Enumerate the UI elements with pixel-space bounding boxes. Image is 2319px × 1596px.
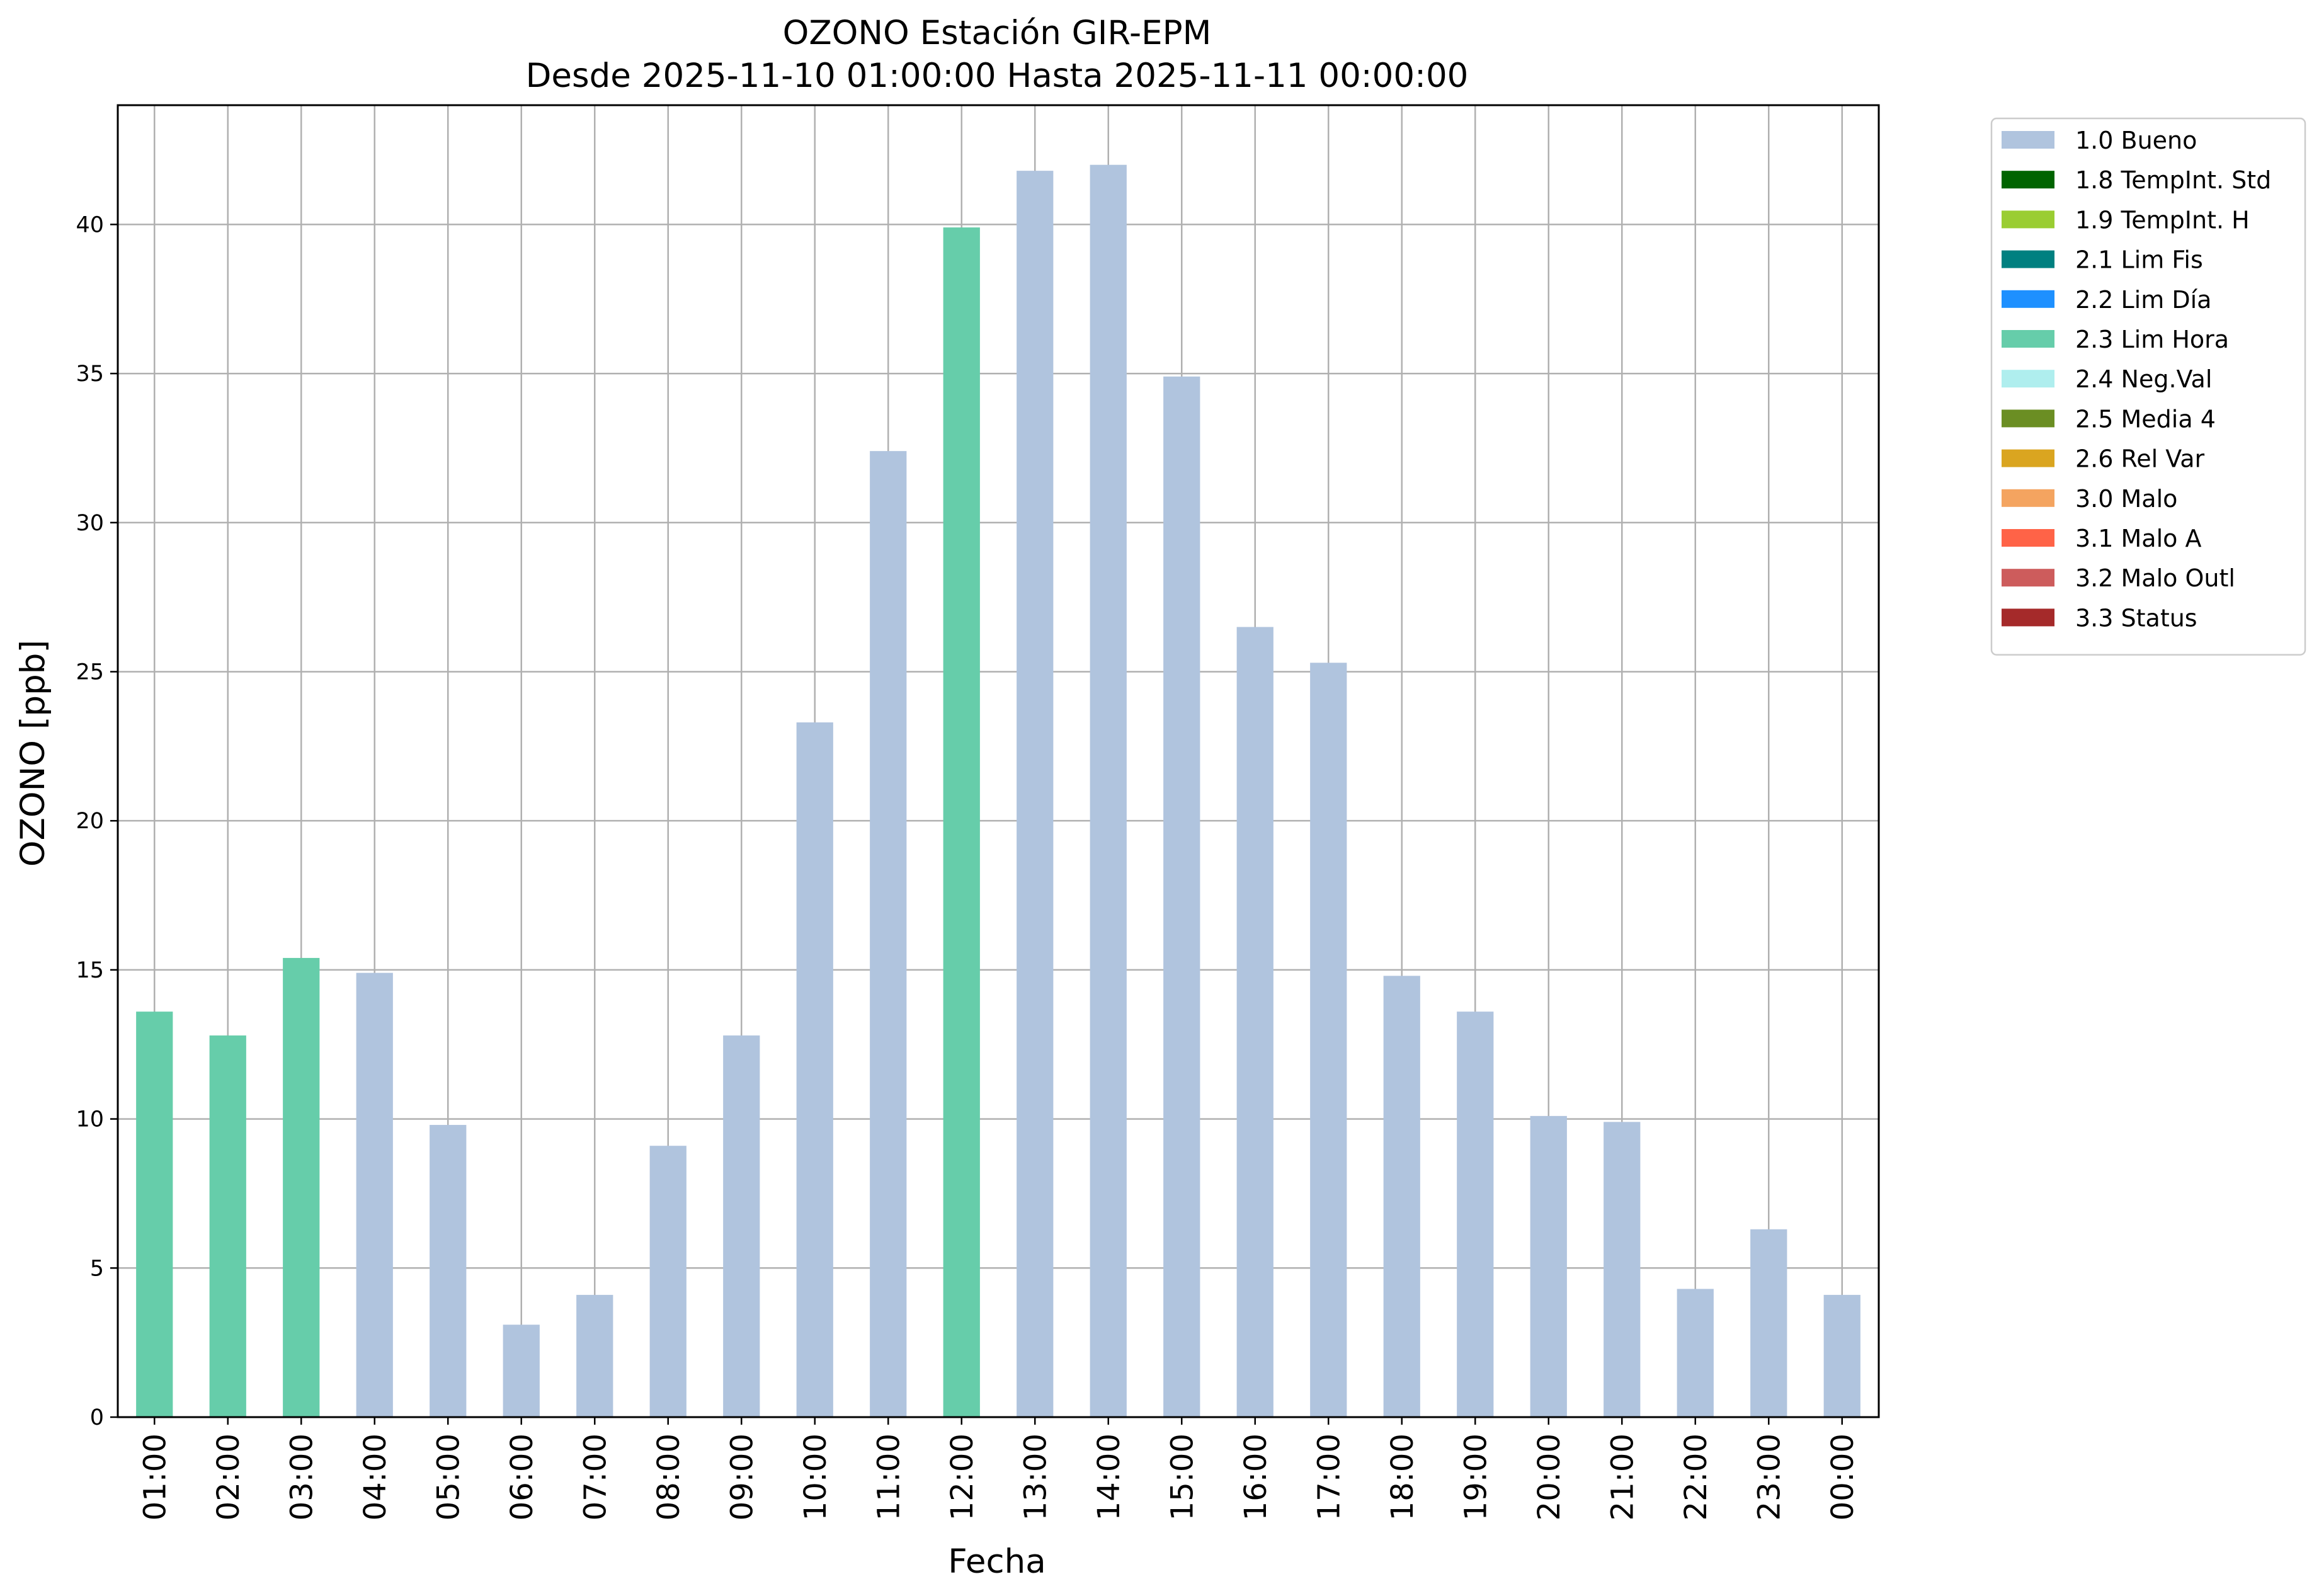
legend-label: 3.1 Malo A [2075, 525, 2201, 552]
bar-2200 [1677, 1289, 1714, 1417]
x-tick-label: 04:00 [358, 1434, 393, 1520]
bar-0800 [649, 1146, 687, 1417]
bar-1000 [796, 722, 833, 1417]
legend-label: 2.6 Rel Var [2075, 445, 2205, 473]
legend-label: 1.8 TempInt. Std [2075, 166, 2271, 194]
bar-1300 [1017, 171, 1054, 1417]
x-tick-label: 05:00 [431, 1434, 466, 1520]
y-tick-label: 40 [76, 212, 104, 237]
legend-label: 2.5 Media 4 [2075, 405, 2216, 433]
legend-swatch [2002, 131, 2054, 149]
bar-0300 [283, 957, 320, 1417]
plot-frame [117, 104, 1880, 1418]
legend-label: 2.3 Lim Hora [2075, 326, 2229, 353]
legend-swatch [2002, 370, 2054, 388]
legend-swatch [2002, 250, 2054, 268]
x-tick-label: 00:00 [1825, 1434, 1860, 1520]
y-tick-label: 5 [90, 1256, 104, 1281]
bar-0500 [430, 1125, 467, 1417]
x-tick-label: 22:00 [1678, 1434, 1714, 1520]
x-tick-label: 12:00 [945, 1434, 980, 1520]
y-tick-label: 10 [76, 1107, 104, 1132]
y-tick-label: 20 [76, 809, 104, 834]
x-tick-label: 08:00 [651, 1434, 687, 1520]
x-tick-label: 21:00 [1605, 1434, 1640, 1520]
x-tick-label: 16:00 [1238, 1434, 1273, 1520]
legend-swatch [2002, 171, 2054, 189]
x-tick-label: 14:00 [1091, 1434, 1127, 1520]
legend-box [1990, 117, 2306, 656]
bar-1700 [1310, 663, 1347, 1417]
legend-swatch [2002, 449, 2054, 467]
bar-1800 [1383, 976, 1420, 1417]
legend-label: 2.4 Neg.Val [2075, 365, 2212, 393]
legend-label: 1.0 Bueno [2075, 127, 2197, 154]
x-tick-label: 11:00 [871, 1434, 906, 1520]
legend-swatch [2002, 210, 2054, 229]
x-tick-label: 10:00 [798, 1434, 833, 1520]
legend-swatch [2002, 409, 2054, 428]
bar-1500 [1163, 376, 1200, 1417]
y-axis-label: OZONO [ppb] [14, 640, 52, 867]
x-tick-label: 07:00 [578, 1434, 613, 1520]
y-tick-label: 0 [90, 1405, 104, 1430]
chart-title: OZONO Estación GIR-EPM [783, 14, 1212, 52]
y-tick-label: 25 [76, 659, 104, 685]
x-tick-label: 20:00 [1532, 1434, 1567, 1520]
bar-0200 [209, 1035, 246, 1417]
legend-label: 3.2 Malo Outl [2075, 564, 2235, 592]
x-tick-label: 03:00 [284, 1434, 319, 1520]
bar-2000 [1530, 1115, 1567, 1417]
legend: 1.0 Bueno 1.8 TempInt. Std 1.9 TempInt. H 2… [1990, 117, 2306, 656]
x-tick-label: 01:00 [137, 1434, 173, 1520]
legend-label: 3.0 Malo [2075, 485, 2177, 513]
bar-1100 [870, 451, 907, 1417]
x-tick-label: 02:00 [211, 1434, 246, 1520]
legend-swatch [2002, 569, 2054, 587]
legend-swatch [2002, 330, 2054, 348]
legend-swatch [2002, 290, 2054, 308]
bars [136, 164, 1860, 1418]
y-tick-label: 35 [76, 362, 104, 387]
x-tick-label: 13:00 [1018, 1434, 1053, 1520]
x-tick-label: 18:00 [1385, 1434, 1420, 1520]
bar-0700 [576, 1294, 613, 1417]
bar-2300 [1750, 1229, 1787, 1417]
legend-label: 3.3 Status [2075, 604, 2197, 632]
y-tick-label: 15 [76, 958, 104, 983]
bar-0100 [136, 1012, 173, 1417]
legend-swatch [2002, 529, 2054, 547]
bar-2100 [1604, 1122, 1641, 1417]
bar-1600 [1236, 627, 1273, 1418]
legend-swatch [2002, 489, 2054, 507]
legend-label: 2.1 Lim Fis [2075, 246, 2203, 274]
bar-0900 [723, 1035, 760, 1417]
x-tick-label: 09:00 [724, 1434, 760, 1520]
x-tick-label: 17:00 [1311, 1434, 1347, 1520]
bar-0400 [356, 972, 393, 1417]
bar-0000 [1823, 1294, 1860, 1417]
x-axis-label: Fecha [948, 1542, 1046, 1581]
y-tick-label: 30 [76, 511, 104, 536]
x-tick-label: 19:00 [1458, 1434, 1493, 1520]
x-tick-label: 06:00 [504, 1434, 540, 1520]
x-axis-ticks: 01:00 02:00 03:00 04:00 05:00 06:00 07:00 08:00… [137, 1417, 1860, 1520]
bar-0600 [503, 1325, 540, 1417]
bar-1200 [943, 227, 980, 1418]
legend-label: 1.9 TempInt. H [2075, 206, 2250, 234]
x-tick-label: 23:00 [1752, 1434, 1787, 1520]
y-axis-ticks: 0 5 10 15 20 25 30 35 40 [76, 212, 118, 1430]
legend-swatch [2002, 608, 2054, 627]
x-tick-label: 15:00 [1165, 1434, 1200, 1520]
bar-1400 [1090, 164, 1127, 1417]
bar-1900 [1457, 1012, 1494, 1417]
legend-label: 2.2 Lim Día [2075, 286, 2211, 314]
chart-subtitle: Desde 2025-11-10 01:00:00 Hasta 2025-11-… [526, 57, 1469, 95]
